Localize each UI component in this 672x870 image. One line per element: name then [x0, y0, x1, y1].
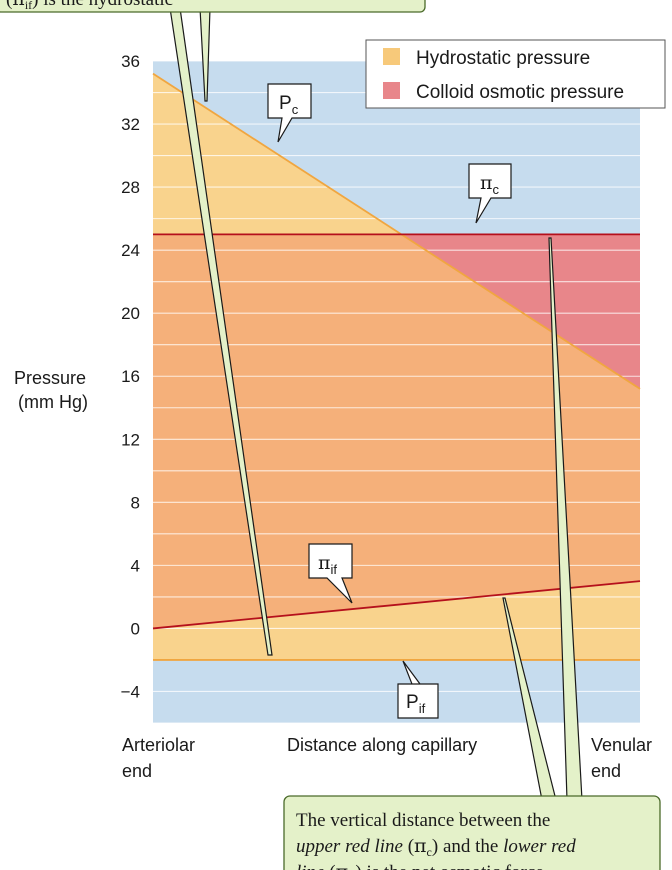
y-tick-label: 4 [131, 556, 140, 575]
y-tick-label: 16 [121, 367, 140, 386]
label-pif-bubble [397, 660, 439, 719]
y-tick-label: 32 [121, 115, 140, 134]
callout-pointers [169, 7, 583, 801]
legend-swatch-hydrostatic [383, 48, 400, 65]
y-tick-label: 28 [121, 178, 140, 197]
y-tick-label: 0 [131, 619, 140, 638]
y-tick-label: 8 [131, 493, 140, 512]
label-pi-if: πif [308, 543, 353, 604]
x-label-distance: Distance along capillary [287, 735, 477, 755]
label-pif: Pif [397, 660, 439, 719]
label-pi-c-text: πc [480, 172, 500, 197]
y-tick-label: 24 [121, 241, 140, 260]
series-line-pi-if [152, 580, 641, 630]
x-label-arteriolar: Arteriolar [122, 735, 195, 755]
top-callout-box [0, 0, 426, 13]
y-axis-label-line2: (mm Hg) [18, 392, 88, 412]
bottom-callout-line3: line (πif) is the net osmotic force [296, 861, 544, 870]
x-label-venular-end: end [591, 761, 621, 781]
overlap-area [153, 234, 640, 629]
bottom-callout-box [283, 795, 661, 870]
label-pc-bubble [267, 83, 312, 143]
top-callout-text: (πif) is the hydrostatic [6, 0, 173, 12]
y-tick-label: 20 [121, 304, 140, 323]
bottom-callout: The vertical distance between the upper … [283, 795, 661, 870]
x-label-venular: Venular [591, 735, 652, 755]
y-axis-label-line1: Pressure [14, 368, 86, 388]
label-pif-text: Pif [406, 692, 426, 716]
label-pi-c-bubble [468, 163, 512, 224]
legend: Hydrostatic pressure Colloid osmotic pre… [365, 39, 666, 109]
legend-swatch-osmotic [383, 82, 400, 99]
series-line-pc [152, 72, 641, 390]
bottom-callout-line2: upper red line (πc) and the lower red [296, 835, 576, 859]
x-label-arteriolar-end: end [122, 761, 152, 781]
legend-label-hydrostatic: Hydrostatic pressure [416, 48, 590, 69]
label-pi-c: πc [468, 163, 512, 224]
label-pi-if-text: πif [318, 552, 337, 577]
y-tick-labels: 36 32 28 24 20 16 12 8 4 0 −4 [121, 52, 140, 701]
label-pi-if-bubble [308, 543, 353, 604]
top-callout: (πif) is the hydrostatic [0, 0, 426, 13]
y-tick-label: −4 [121, 682, 140, 701]
legend-label-osmotic: Colloid osmotic pressure [416, 82, 624, 103]
plot-areas [153, 61, 640, 723]
legend-box [365, 39, 666, 109]
label-pc-text: Pc [279, 93, 299, 117]
y-tick-label: 12 [121, 430, 140, 449]
plot-lines [152, 72, 641, 661]
y-tick-label: 36 [121, 52, 140, 71]
label-pc: Pc [267, 83, 312, 143]
bottom-callout-line1: The vertical distance between the [296, 810, 550, 831]
